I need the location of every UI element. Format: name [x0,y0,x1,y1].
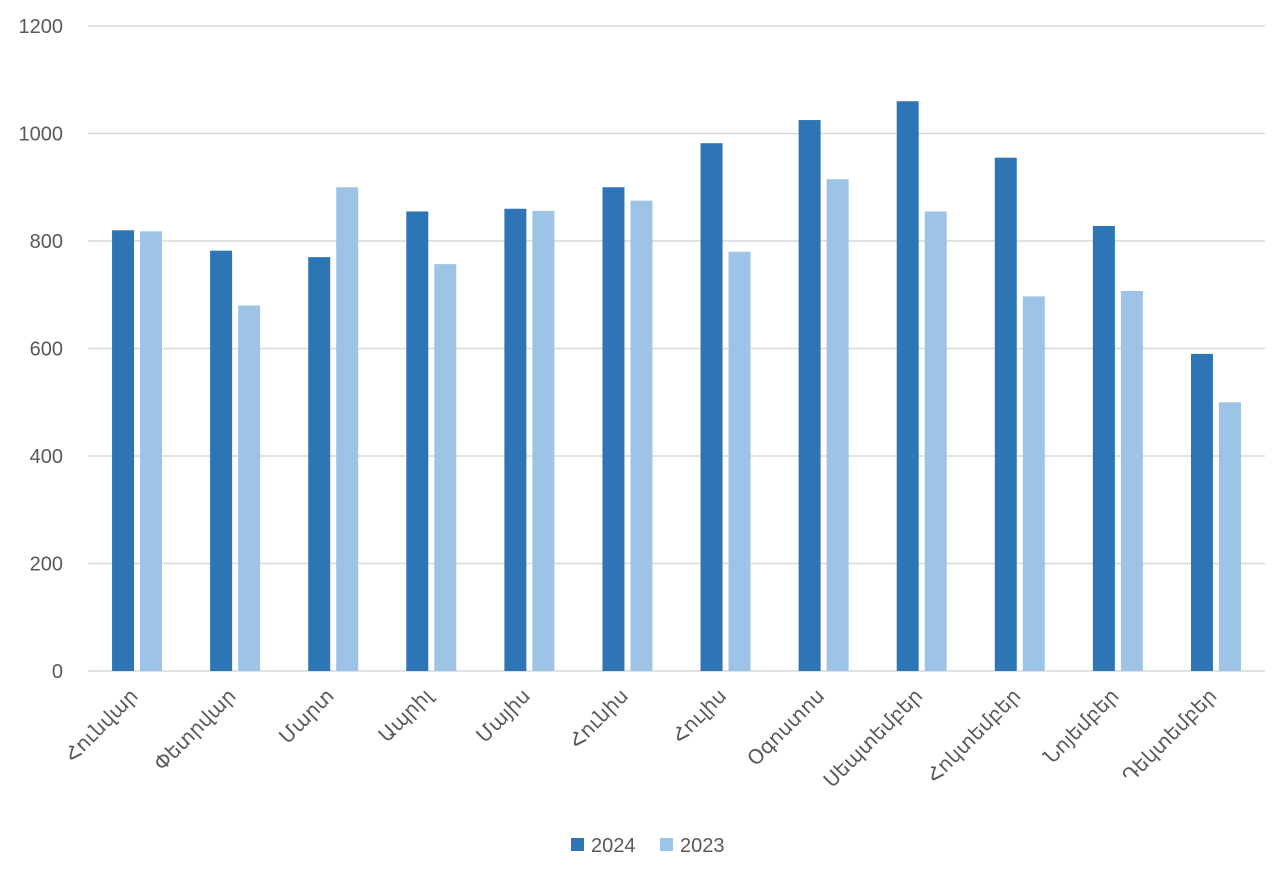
y-tick-label: 600 [30,339,63,361]
x-tick-label: Մայիս [473,685,535,747]
bar-2023-8 [924,211,947,671]
bar-2023-7 [826,179,849,671]
y-tick-label: 0 [52,661,63,683]
x-tick-label: Մարտ [275,685,338,748]
y-tick-label: 200 [30,554,63,576]
legend-label-2023: 2023 [680,835,725,857]
x-tick-label: Հուլիս [669,685,732,748]
bar-2023-5 [630,200,653,671]
bar-2024-11 [1190,353,1213,671]
x-axis-ticks: Հունվար Փետրվար Մարտ Ապրիլ Մայիս Հունիս Հուլիս… [61,684,1221,792]
y-tick-label: 800 [30,231,63,253]
y-tick-label: 400 [30,446,63,468]
bar-2024-7 [798,120,821,671]
bar-2024-2 [308,257,331,671]
bar-2023-6 [728,251,751,671]
x-tick-label: Հունվար [61,685,142,766]
y-tick-label: 1000 [19,124,64,146]
legend-swatch-2024 [571,838,584,851]
bar-2024-5 [602,187,625,671]
bar-2024-10 [1092,225,1115,671]
bar-2023-0 [140,231,163,671]
x-tick-label: Օգոստոս [744,685,830,771]
legend-label-2024: 2024 [591,835,636,857]
bar-2024-1 [210,250,233,672]
bar-2023-1 [238,305,261,671]
bar-2024-8 [896,101,919,671]
bar-2024-3 [406,211,429,671]
bar-2023-2 [336,187,359,671]
y-tick-label: 1200 [19,16,64,38]
y-axis-ticks: 0 200 400 600 800 1000 1200 [19,16,64,683]
x-tick-label: Դեկտեմբեր [1119,685,1222,788]
x-tick-label: Ապրիլ [375,684,438,747]
x-tick-label: Նոյեմբեր [1040,685,1123,768]
bar-2024-4 [504,208,527,671]
legend: 2024 2023 [571,835,725,857]
bar-2023-10 [1120,290,1143,671]
grid-lines [88,25,1265,672]
bar-2023-11 [1218,402,1241,671]
bar-2023-3 [434,264,457,671]
x-tick-label: Սեպտեմբեր [820,685,927,792]
legend-swatch-2023 [660,838,673,851]
bars [112,101,1241,672]
x-tick-label: Հունիս [565,685,633,753]
bar-2023-4 [532,210,555,671]
bar-2023-9 [1022,296,1045,671]
bar-2024-0 [112,230,135,671]
x-tick-label: Փետրվար [150,685,240,775]
x-tick-label: Հոկտեմբեր [923,685,1025,787]
bar-2024-6 [700,143,723,672]
bar-2024-9 [994,157,1017,671]
